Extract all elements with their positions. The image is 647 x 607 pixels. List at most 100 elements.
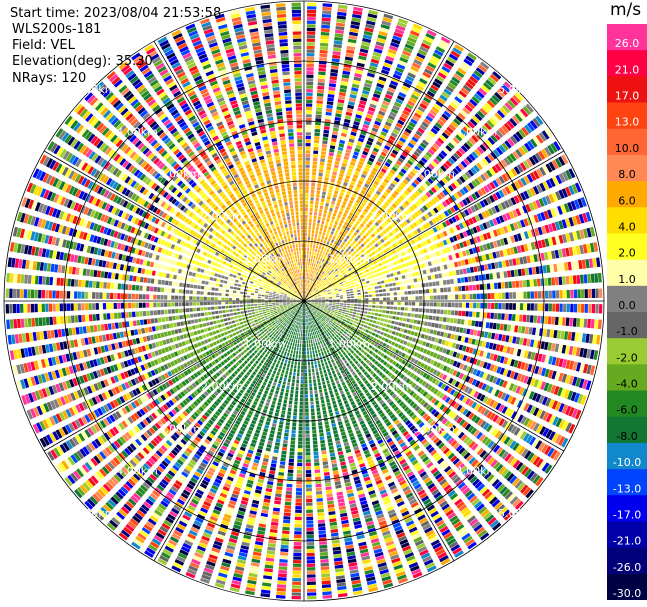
velocity-gate bbox=[355, 332, 360, 336]
velocity-gate bbox=[529, 472, 538, 482]
velocity-gate bbox=[394, 125, 401, 132]
velocity-gate bbox=[548, 303, 552, 312]
velocity-gate bbox=[481, 211, 487, 219]
velocity-gate bbox=[357, 217, 363, 222]
velocity-gate bbox=[318, 64, 327, 69]
velocity-gate bbox=[533, 254, 538, 262]
velocity-gate bbox=[517, 482, 526, 492]
velocity-gate bbox=[353, 174, 359, 179]
velocity-gate bbox=[324, 122, 331, 127]
velocity-gate bbox=[305, 279, 306, 284]
velocity-gate bbox=[334, 330, 339, 334]
velocity-gate bbox=[548, 355, 554, 365]
velocity-gate bbox=[376, 321, 380, 325]
velocity-gate bbox=[438, 249, 444, 256]
velocity-gate bbox=[408, 296, 412, 300]
velocity-gate bbox=[541, 354, 547, 363]
velocity-gate bbox=[332, 243, 336, 248]
velocity-gate bbox=[343, 155, 350, 161]
velocity-gate bbox=[306, 534, 314, 539]
velocity-gate bbox=[481, 436, 489, 444]
velocity-gate bbox=[385, 288, 390, 292]
velocity-gate bbox=[326, 402, 331, 407]
velocity-gate bbox=[343, 274, 348, 278]
velocity-gate bbox=[416, 368, 422, 375]
velocity-gate bbox=[375, 293, 380, 297]
velocity-gate bbox=[384, 121, 392, 127]
velocity-gate bbox=[325, 303, 329, 305]
velocity-gate bbox=[498, 86, 508, 96]
velocity-gate bbox=[544, 146, 552, 157]
velocity-gate bbox=[341, 216, 346, 221]
velocity-gate bbox=[325, 304, 329, 306]
velocity-gate bbox=[347, 245, 352, 250]
velocity-gate bbox=[436, 309, 441, 314]
velocity-gate bbox=[306, 272, 309, 277]
velocity-gate bbox=[371, 352, 376, 357]
velocity-gate bbox=[529, 454, 538, 464]
velocity-gate bbox=[368, 356, 374, 361]
velocity-gate bbox=[325, 428, 331, 432]
velocity-gate bbox=[389, 238, 394, 244]
velocity-gate bbox=[558, 317, 563, 326]
velocity-gate bbox=[494, 292, 498, 299]
velocity-gate bbox=[335, 306, 340, 309]
velocity-gate bbox=[413, 151, 421, 158]
velocity-gate bbox=[428, 163, 435, 170]
velocity-gate bbox=[507, 99, 516, 109]
velocity-gate bbox=[331, 291, 335, 294]
velocity-gate bbox=[540, 252, 545, 261]
velocity-gate bbox=[359, 100, 367, 106]
velocity-gate bbox=[405, 378, 411, 384]
velocity-gate bbox=[321, 254, 324, 259]
velocity-gate bbox=[395, 187, 402, 193]
velocity-gate bbox=[312, 350, 315, 354]
velocity-gate bbox=[330, 393, 335, 398]
velocity-gate bbox=[351, 217, 356, 222]
velocity-gate bbox=[501, 188, 508, 196]
velocity-gate bbox=[491, 293, 495, 300]
velocity-gate bbox=[553, 451, 561, 461]
velocity-gate bbox=[410, 93, 419, 101]
velocity-gate bbox=[492, 376, 498, 384]
velocity-gate bbox=[361, 220, 367, 225]
velocity-gate bbox=[404, 291, 408, 295]
velocity-gate bbox=[376, 339, 381, 344]
velocity-gate bbox=[445, 325, 450, 331]
velocity-gate bbox=[341, 434, 347, 440]
velocity-gate bbox=[416, 209, 423, 216]
velocity-gate bbox=[401, 203, 408, 209]
velocity-gate bbox=[367, 229, 372, 235]
velocity-gate bbox=[305, 182, 309, 186]
velocity-gate bbox=[314, 237, 317, 242]
velocity-gate bbox=[340, 84, 348, 90]
velocity-gate bbox=[501, 313, 505, 320]
velocity-gate bbox=[465, 197, 471, 204]
velocity-gate bbox=[338, 502, 346, 507]
velocity-gate bbox=[312, 372, 315, 376]
velocity-gate bbox=[307, 301, 311, 303]
velocity-gate bbox=[335, 317, 339, 321]
velocity-gate bbox=[322, 191, 326, 196]
velocity-gate bbox=[540, 381, 546, 390]
velocity-gate bbox=[442, 230, 448, 237]
velocity-gate bbox=[340, 315, 344, 318]
velocity-gate bbox=[319, 290, 323, 293]
velocity-gate bbox=[393, 306, 398, 310]
velocity-gate bbox=[340, 188, 346, 194]
velocity-gate bbox=[347, 274, 352, 278]
velocity-gate bbox=[334, 33, 344, 38]
velocity-gate bbox=[308, 369, 311, 373]
velocity-gate bbox=[315, 334, 318, 339]
velocity-gate bbox=[447, 142, 455, 150]
velocity-gate bbox=[339, 297, 344, 299]
velocity-gate bbox=[343, 282, 348, 286]
velocity-gate bbox=[583, 318, 588, 328]
velocity-gate bbox=[331, 275, 335, 279]
velocity-gate bbox=[312, 164, 317, 169]
velocity-gate bbox=[479, 284, 484, 290]
velocity-gate bbox=[357, 240, 362, 245]
velocity-gate bbox=[443, 332, 448, 338]
velocity-gate bbox=[302, 329, 304, 333]
velocity-gate bbox=[582, 212, 588, 223]
